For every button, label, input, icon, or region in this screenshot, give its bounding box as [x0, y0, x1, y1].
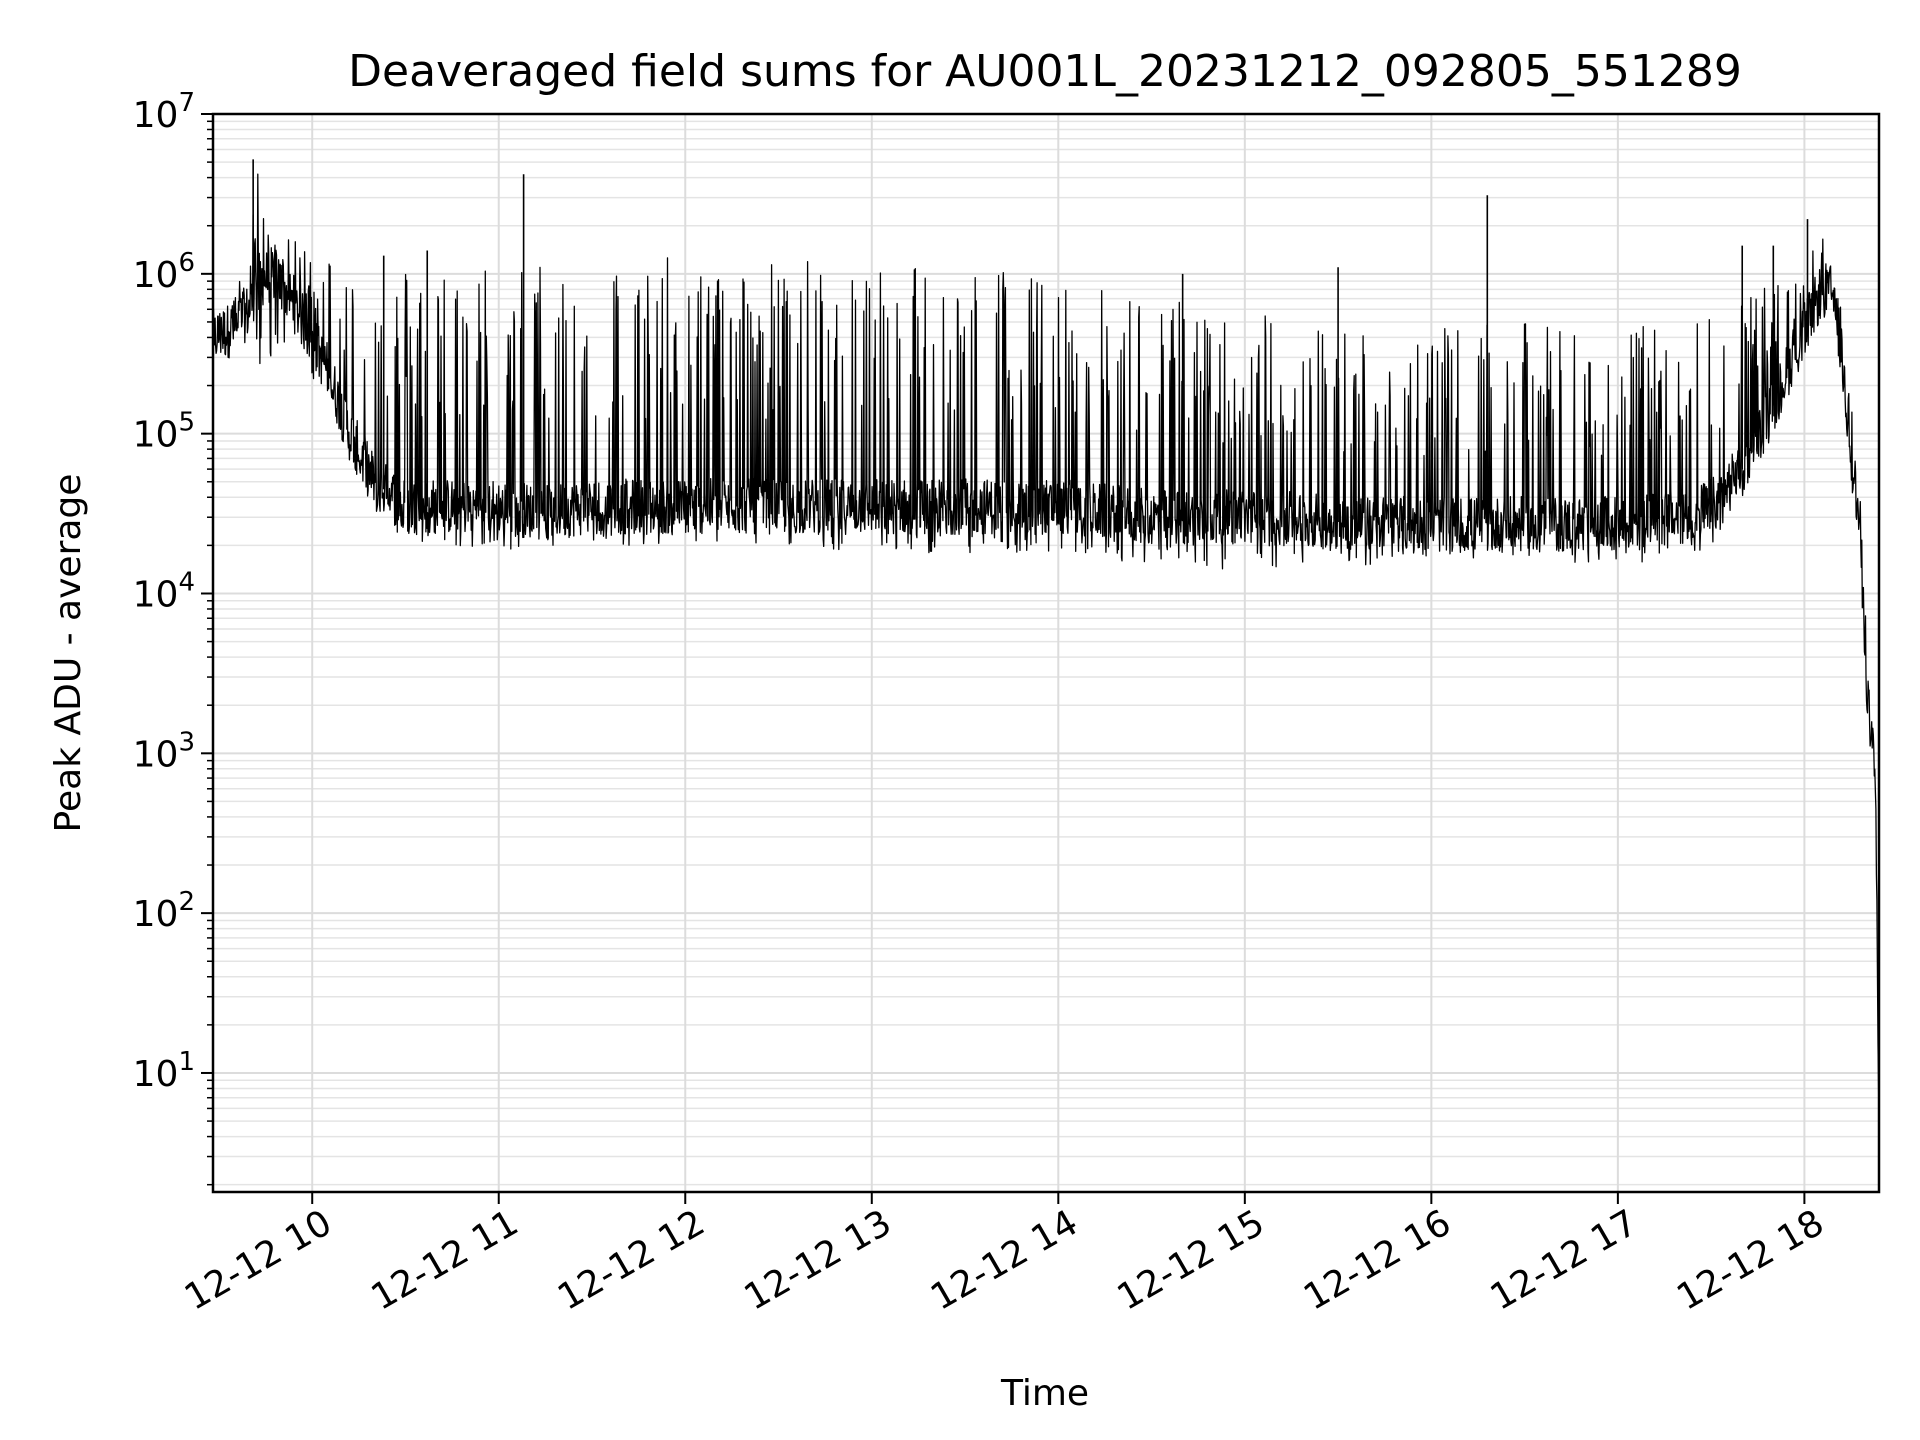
y-axis-ticks: 101 102 103 104 105 106 107 — [133, 88, 213, 1186]
y-tick-label: 107 — [133, 88, 195, 136]
y-tick-label: 102 — [133, 887, 195, 935]
y-tick-label: 104 — [133, 567, 195, 615]
x-axis-label: Time — [1000, 1373, 1089, 1414]
y-axis-label: Peak ADU - average — [48, 474, 89, 833]
y-tick-label: 101 — [133, 1047, 195, 1095]
y-tick-label: 105 — [133, 408, 195, 456]
plot-area — [213, 159, 1879, 1123]
plot-frame — [211, 112, 1881, 1194]
y-tick-label: 103 — [133, 727, 195, 775]
chart-title: Deaveraged field sums for AU001L_2023121… — [348, 46, 1742, 97]
series-line-group — [213, 159, 1879, 1123]
y-tick-label: 106 — [133, 248, 195, 296]
series-line — [213, 173, 1879, 1123]
